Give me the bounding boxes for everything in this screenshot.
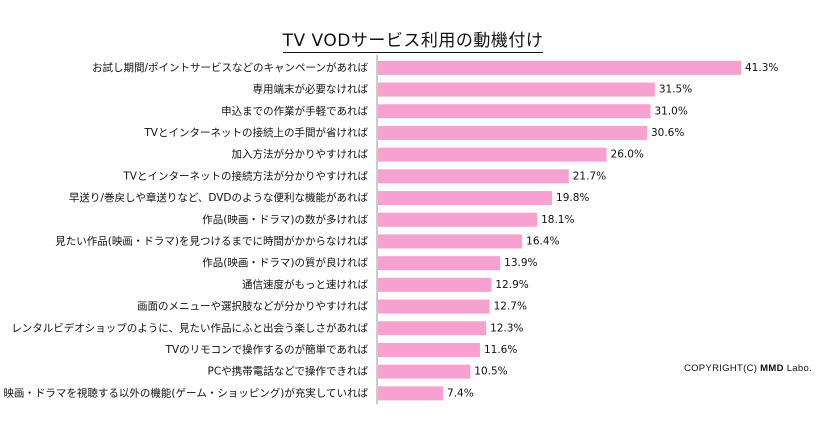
bar — [378, 169, 569, 184]
copyright-notice: COPYRIGHT(C) MMD Labo. — [684, 363, 812, 374]
bar — [378, 277, 492, 292]
chart-title-text: TV VODサービス利用の動機付け — [282, 31, 544, 53]
category-label: 作品(映画・ドラマ)の質が良ければ — [202, 256, 368, 269]
bar — [378, 60, 741, 75]
category-label: 見たい作品(映画・ドラマ)を見つけるまでに時間がかからなければ — [55, 234, 368, 247]
copyright-suffix: Labo. — [786, 363, 812, 374]
copyright-brand: MMD — [760, 363, 784, 374]
bar — [378, 191, 553, 206]
bar — [378, 364, 471, 379]
category-label: お試し期間/ポイントサービスなどのキャンペーンがあれば — [92, 61, 369, 74]
category-label: 加入方法が分かりやすければ — [232, 148, 369, 161]
category-label: PCや携帯電話などで操作できれば — [208, 365, 369, 378]
bar — [378, 386, 444, 401]
bar — [378, 212, 538, 227]
data-label: 10.5% — [474, 366, 507, 378]
bar — [378, 256, 501, 271]
bar — [378, 104, 651, 119]
data-label: 21.7% — [573, 170, 606, 182]
data-label: 7.4% — [447, 387, 474, 399]
bar — [378, 342, 480, 357]
bar — [378, 299, 490, 314]
data-label: 18.1% — [541, 214, 574, 226]
bar — [378, 82, 655, 97]
data-label: 13.9% — [504, 257, 537, 269]
data-label: 16.4% — [526, 235, 559, 247]
category-label: 映画・ドラマを視聴する以外の機能(ゲーム・ショッピング)が充実していれば — [3, 386, 368, 399]
data-label: 30.6% — [651, 127, 684, 139]
data-label: 31.0% — [654, 105, 687, 117]
data-label: 12.9% — [495, 279, 528, 291]
data-label: 12.7% — [494, 301, 527, 313]
chart-title: TV VODサービス利用の動機付け — [0, 26, 826, 53]
category-label: レンタルビデオショップのように、見たい作品にふと出会う楽しさがあれば — [11, 321, 368, 334]
category-label: 専用端末が必要なければ — [253, 83, 369, 96]
category-label: TVのリモコンで操作するのが簡単であれば — [165, 343, 369, 356]
bar — [378, 147, 607, 162]
category-label: TVとインターネットの接続上の手間が省ければ — [143, 126, 368, 139]
data-label: 31.5% — [659, 84, 692, 96]
category-label: 通信速度がもっと速ければ — [242, 278, 368, 291]
category-label: 画面のメニューや選択肢などが分かりやすければ — [137, 300, 368, 313]
data-label: 12.3% — [490, 322, 523, 334]
bar — [378, 321, 487, 336]
category-label: 作品(映画・ドラマ)の数が多ければ — [202, 213, 368, 226]
category-label: TVとインターネットの接続方法が分かりやすければ — [122, 169, 368, 182]
data-label: 26.0% — [611, 149, 644, 161]
category-label: 早送り/巻戻しや章送りなど、DVDのような便利な機能があれば — [69, 191, 369, 204]
data-label: 11.6% — [484, 344, 517, 356]
data-label: 41.3% — [745, 62, 778, 74]
bar — [378, 234, 523, 249]
category-label: 申込までの作業が手軽であれば — [221, 104, 368, 117]
copyright-prefix: COPYRIGHT(C) — [683, 363, 758, 374]
data-label: 19.8% — [556, 192, 589, 204]
bar — [378, 125, 647, 140]
